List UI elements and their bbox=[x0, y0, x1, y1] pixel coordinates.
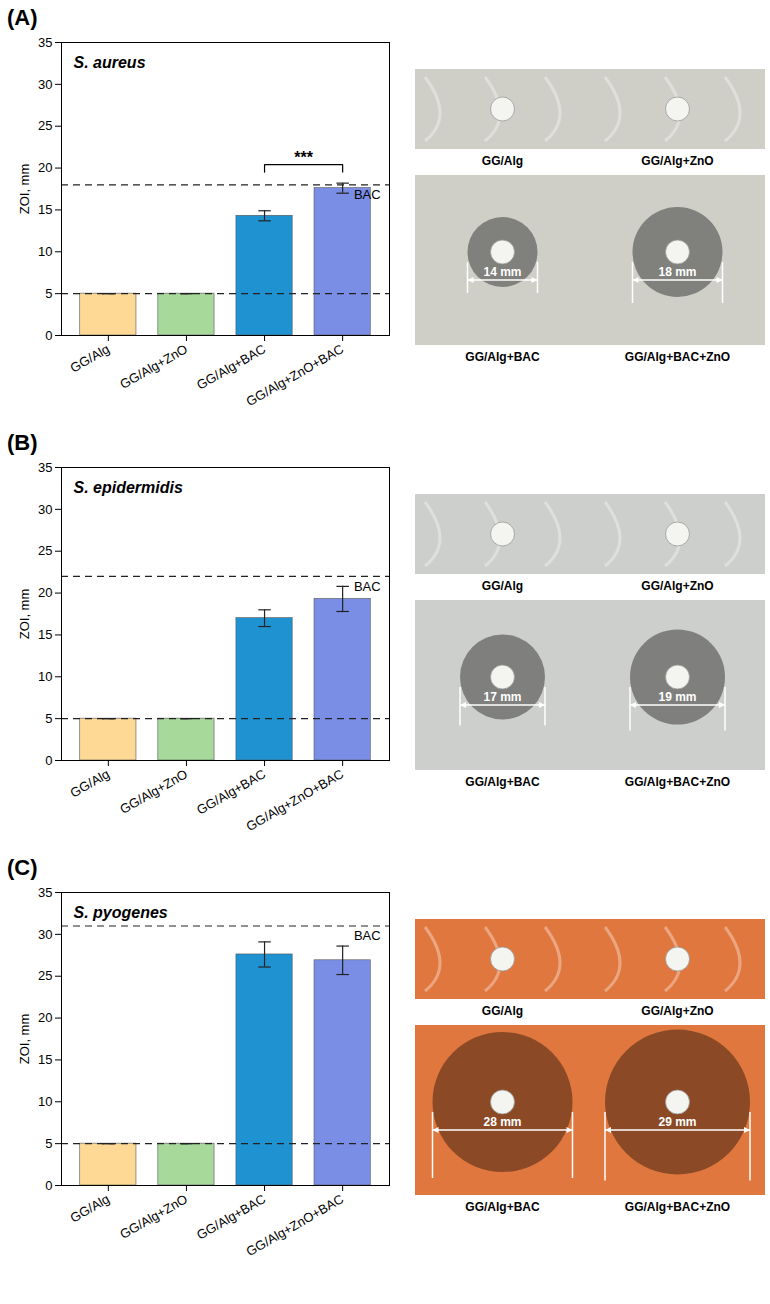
svg-text:ZOI, mm: ZOI, mm bbox=[17, 1014, 32, 1065]
svg-text:20: 20 bbox=[38, 1010, 52, 1025]
svg-text:GG/Alg+ZnO+BAC: GG/Alg+ZnO+BAC bbox=[244, 1191, 347, 1259]
html-text:(B): (B) bbox=[7, 430, 38, 455]
html-text:(C): (C) bbox=[7, 855, 38, 880]
svg-text:30: 30 bbox=[38, 927, 52, 942]
svg-text:18 mm: 18 mm bbox=[658, 265, 696, 279]
svg-text:15: 15 bbox=[38, 202, 52, 217]
svg-text:GG/Alg+ZnO: GG/Alg+ZnO bbox=[117, 1191, 190, 1242]
svg-text:GG/Alg: GG/Alg bbox=[482, 1004, 523, 1018]
svg-text:5: 5 bbox=[45, 711, 52, 726]
svg-text:29 mm: 29 mm bbox=[658, 1115, 696, 1129]
svg-text:GG/Alg+BAC: GG/Alg+BAC bbox=[465, 350, 540, 364]
svg-text:15: 15 bbox=[38, 1052, 52, 1067]
svg-text:30: 30 bbox=[38, 77, 52, 92]
svg-text:17 mm: 17 mm bbox=[483, 690, 521, 704]
svg-text:GG/Alg+ZnO: GG/Alg+ZnO bbox=[117, 341, 190, 392]
svg-text:35: 35 bbox=[38, 460, 52, 475]
svg-text:GG/Alg+ZnO: GG/Alg+ZnO bbox=[641, 579, 713, 593]
svg-text:19 mm: 19 mm bbox=[658, 690, 696, 704]
svg-text:GG/Alg: GG/Alg bbox=[482, 579, 523, 593]
svg-text:GG/Alg+ZnO: GG/Alg+ZnO bbox=[641, 1004, 713, 1018]
svg-text:GG/Alg+ZnO: GG/Alg+ZnO bbox=[641, 154, 713, 168]
svg-text:GG/Alg+BAC+ZnO: GG/Alg+BAC+ZnO bbox=[625, 1200, 730, 1214]
svg-text:10: 10 bbox=[38, 1094, 52, 1109]
svg-text:GG/Alg+ZnO: GG/Alg+ZnO bbox=[117, 766, 190, 817]
svg-text:S. pyogenes: S. pyogenes bbox=[74, 904, 168, 921]
svg-text:25: 25 bbox=[38, 543, 52, 558]
svg-text:35: 35 bbox=[38, 35, 52, 50]
svg-text:BAC: BAC bbox=[354, 928, 381, 943]
svg-text:BAC: BAC bbox=[354, 578, 381, 593]
svg-text:35: 35 bbox=[38, 885, 52, 900]
svg-text:S. epidermidis: S. epidermidis bbox=[74, 479, 183, 496]
svg-text:15: 15 bbox=[38, 627, 52, 642]
svg-text:25: 25 bbox=[38, 968, 52, 983]
svg-text:GG/Alg+BAC: GG/Alg+BAC bbox=[194, 341, 268, 392]
svg-text:5: 5 bbox=[45, 1136, 52, 1151]
svg-text:28 mm: 28 mm bbox=[483, 1115, 521, 1129]
svg-text:0: 0 bbox=[45, 753, 52, 768]
svg-text:GG/Alg+BAC+ZnO: GG/Alg+BAC+ZnO bbox=[625, 775, 730, 789]
svg-text:GG/Alg: GG/Alg bbox=[68, 341, 112, 375]
svg-text:GG/Alg+BAC: GG/Alg+BAC bbox=[194, 766, 268, 817]
svg-text:GG/Alg+BAC: GG/Alg+BAC bbox=[465, 1200, 540, 1214]
svg-text:30: 30 bbox=[38, 502, 52, 517]
svg-text:20: 20 bbox=[38, 160, 52, 175]
svg-text:GG/Alg: GG/Alg bbox=[482, 154, 523, 168]
svg-text:5: 5 bbox=[45, 286, 52, 301]
svg-text:BAC: BAC bbox=[354, 187, 381, 202]
svg-text:S. aureus: S. aureus bbox=[74, 54, 146, 71]
svg-text:GG/Alg+ZnO+BAC: GG/Alg+ZnO+BAC bbox=[244, 341, 347, 409]
svg-text:GG/Alg+ZnO+BAC: GG/Alg+ZnO+BAC bbox=[244, 766, 347, 834]
html-text:(A): (A) bbox=[7, 5, 38, 30]
svg-text:25: 25 bbox=[38, 118, 52, 133]
svg-text:ZOI, mm: ZOI, mm bbox=[17, 164, 32, 215]
svg-text:GG/Alg: GG/Alg bbox=[68, 1191, 112, 1225]
svg-text:GG/Alg+BAC: GG/Alg+BAC bbox=[194, 1191, 268, 1242]
svg-text:GG/Alg+BAC: GG/Alg+BAC bbox=[465, 775, 540, 789]
svg-text:0: 0 bbox=[45, 328, 52, 343]
svg-text:10: 10 bbox=[38, 244, 52, 259]
svg-text:***: *** bbox=[294, 149, 313, 166]
svg-text:GG/Alg+BAC+ZnO: GG/Alg+BAC+ZnO bbox=[625, 350, 730, 364]
svg-text:10: 10 bbox=[38, 669, 52, 684]
svg-text:0: 0 bbox=[45, 1178, 52, 1193]
svg-text:ZOI, mm: ZOI, mm bbox=[17, 589, 32, 640]
svg-text:GG/Alg: GG/Alg bbox=[68, 766, 112, 800]
svg-text:14 mm: 14 mm bbox=[483, 265, 521, 279]
svg-text:20: 20 bbox=[38, 585, 52, 600]
